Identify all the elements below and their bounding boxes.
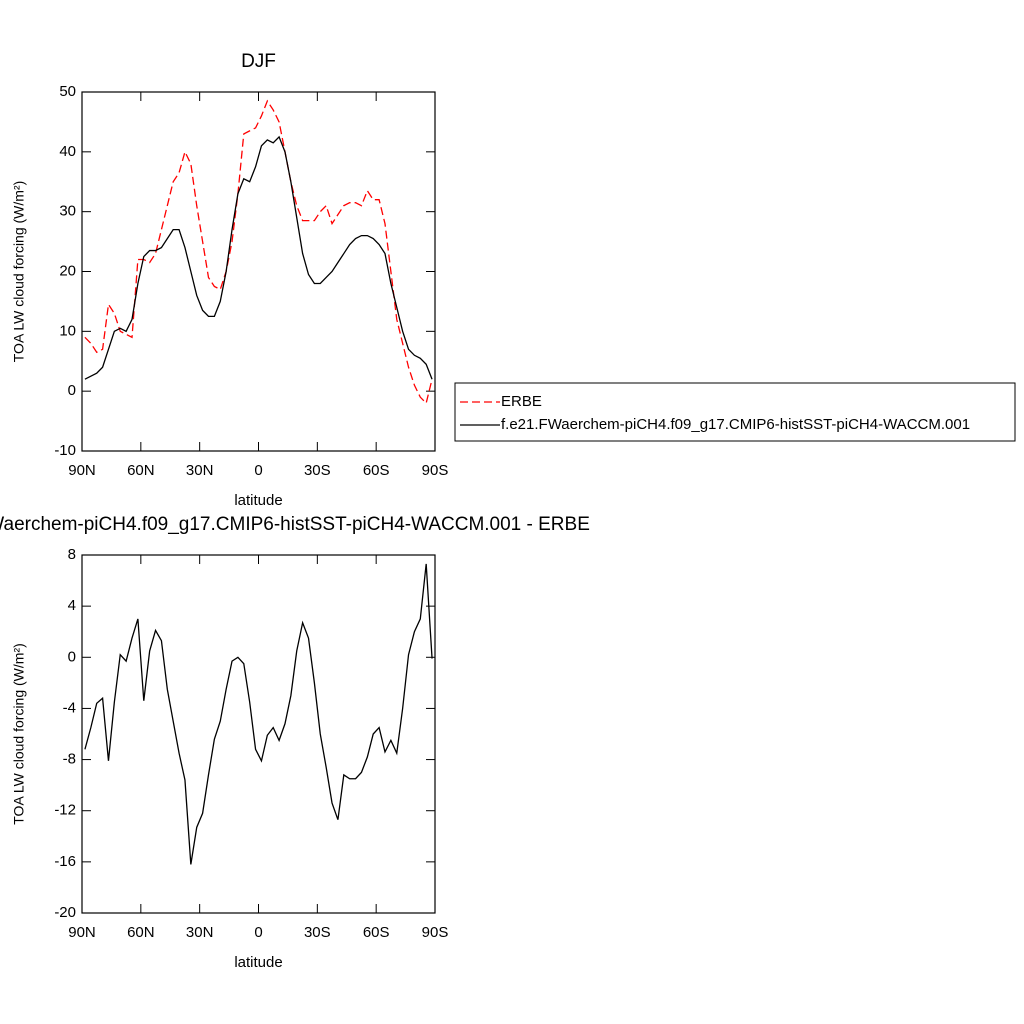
y-tick-label: 20 (59, 262, 76, 279)
chart-title: f.e21.FWaerchem-piCH4.f09_g17.CMIP6-hist… (0, 514, 590, 535)
y-axis-label: TOA LW cloud forcing (W/m²) (11, 643, 27, 825)
y-tick-label: -16 (54, 853, 76, 870)
y-tick-label: 4 (68, 597, 76, 614)
y-tick-label: 40 (59, 143, 76, 160)
panel: DJF latitude TOA LW cloud forcing (W/m²) -1… (11, 51, 1016, 509)
legend-label: f.e21.FWaerchem-piCH4.f09_g17.CMIP6-hist… (501, 416, 970, 433)
x-tick-label: 30N (186, 462, 214, 479)
y-axis-label: TOA LW cloud forcing (W/m²) (11, 181, 27, 363)
y-tick-label: 8 (68, 546, 76, 563)
x-tick-label: 90S (422, 924, 449, 941)
x-axis-label: latitude (234, 954, 282, 971)
x-tick-label: 0 (254, 462, 262, 479)
y-tick-label: -10 (54, 442, 76, 459)
x-tick-label: 30S (304, 924, 331, 941)
y-tick-label: -20 (54, 904, 76, 921)
x-tick-label: 30S (304, 462, 331, 479)
x-tick-label: 90N (68, 924, 96, 941)
x-axis-label: latitude (234, 492, 282, 509)
y-tick-label: 30 (59, 203, 76, 220)
data-line (84, 135, 433, 380)
y-tick-label: 10 (59, 322, 76, 339)
x-tick-label: 60N (127, 924, 155, 941)
legend-box (454, 382, 1016, 442)
data-line (84, 99, 433, 405)
x-tick-label: 30N (186, 924, 214, 941)
x-tick-label: 60S (363, 924, 390, 941)
y-tick-label: 50 (59, 83, 76, 100)
x-tick-label: 0 (254, 924, 262, 941)
plot-frame (81, 91, 436, 452)
plot-frame (81, 554, 436, 914)
y-tick-label: -12 (54, 802, 76, 819)
legend-label: ERBE (501, 393, 542, 410)
x-tick-label: 60S (363, 462, 390, 479)
chart-title: DJF (241, 51, 276, 72)
y-tick-label: 0 (68, 648, 76, 665)
y-tick-label: -4 (63, 699, 76, 716)
data-line (84, 563, 433, 865)
x-tick-label: 60N (127, 462, 155, 479)
panel: f.e21.FWaerchem-piCH4.f09_g17.CMIP6-hist… (0, 514, 590, 971)
y-tick-label: -8 (63, 751, 76, 768)
legend: ERBE f.e21.FWaerchem-piCH4.f09_g17.CMIP6-… (454, 382, 1016, 442)
y-tick-label: 0 (68, 382, 76, 399)
x-tick-label: 90S (422, 462, 449, 479)
x-tick-label: 90N (68, 462, 96, 479)
